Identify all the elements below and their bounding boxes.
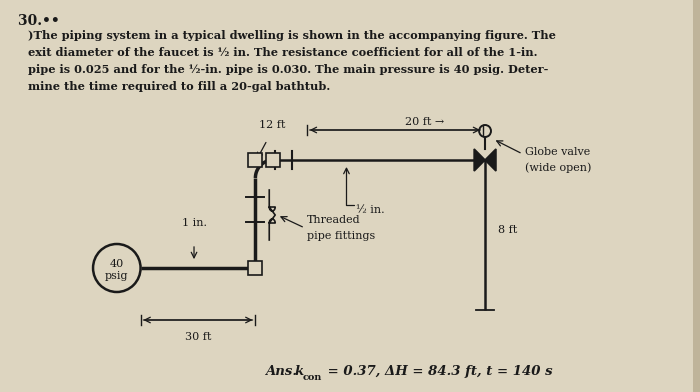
Text: )The piping system in a typical dwelling is shown in the accompanying figure. Th: )The piping system in a typical dwelling… bbox=[28, 30, 556, 41]
Text: ••: •• bbox=[41, 14, 60, 28]
Text: k: k bbox=[295, 365, 304, 378]
Text: pipe is 0.025 and for the ½-in. pipe is 0.030. The main pressure is 40 psig. Det: pipe is 0.025 and for the ½-in. pipe is … bbox=[28, 64, 548, 75]
Text: Threaded: Threaded bbox=[307, 215, 360, 225]
Text: 30 ft: 30 ft bbox=[185, 332, 211, 342]
Text: mine the time required to fill a 20-gal bathtub.: mine the time required to fill a 20-gal … bbox=[28, 81, 330, 92]
Text: psig: psig bbox=[105, 271, 129, 281]
Text: ½ in.: ½ in. bbox=[356, 205, 385, 215]
Text: Ans.: Ans. bbox=[265, 365, 302, 378]
Polygon shape bbox=[474, 149, 485, 171]
Text: 30.: 30. bbox=[18, 14, 47, 28]
Text: Globe valve: Globe valve bbox=[524, 147, 590, 157]
Text: 40: 40 bbox=[110, 259, 124, 269]
Text: 8 ft: 8 ft bbox=[498, 225, 517, 235]
Text: 1 in.: 1 in. bbox=[181, 218, 206, 228]
Text: 12 ft: 12 ft bbox=[260, 120, 286, 130]
Bar bbox=[248, 153, 262, 167]
Polygon shape bbox=[485, 149, 496, 171]
Bar bbox=[266, 153, 280, 167]
Text: = 0.37, ΔH = 84.3 ft, t = 140 s: = 0.37, ΔH = 84.3 ft, t = 140 s bbox=[323, 365, 552, 378]
Text: con: con bbox=[303, 373, 322, 382]
Text: pipe fittings: pipe fittings bbox=[307, 231, 375, 241]
Text: 20 ft →: 20 ft → bbox=[405, 117, 444, 127]
Bar bbox=[248, 261, 262, 275]
Text: (wide open): (wide open) bbox=[524, 162, 591, 172]
Text: exit diameter of the faucet is ½ in. The resistance coefficient for all of the 1: exit diameter of the faucet is ½ in. The… bbox=[28, 47, 537, 58]
